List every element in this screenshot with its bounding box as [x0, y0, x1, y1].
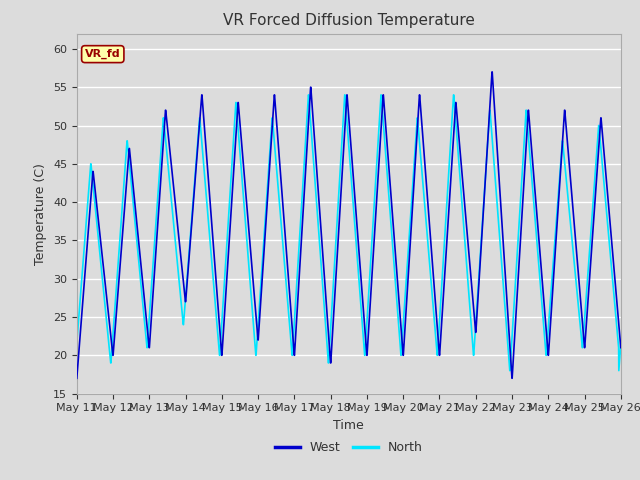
Line: West: West: [77, 72, 621, 378]
North: [135, 259, 143, 265]
West: [167, 160, 175, 166]
Line: North: North: [77, 95, 621, 371]
North: [305, 92, 312, 98]
West: [488, 69, 496, 75]
Title: VR Forced Diffusion Temperature: VR Forced Diffusion Temperature: [223, 13, 475, 28]
North: [73, 340, 81, 346]
North: [305, 99, 313, 105]
North: [617, 342, 625, 348]
X-axis label: Time: Time: [333, 419, 364, 432]
Text: VR_fd: VR_fd: [85, 49, 120, 59]
West: [73, 375, 81, 381]
North: [506, 368, 514, 373]
West: [607, 223, 614, 228]
West: [548, 303, 556, 309]
West: [135, 240, 143, 246]
North: [282, 272, 289, 277]
Legend: West, North: West, North: [269, 436, 428, 459]
West: [305, 111, 313, 117]
West: [282, 235, 289, 241]
North: [548, 278, 556, 284]
Y-axis label: Temperature (C): Temperature (C): [35, 163, 47, 264]
West: [617, 345, 625, 350]
North: [167, 195, 175, 201]
North: [607, 253, 614, 259]
